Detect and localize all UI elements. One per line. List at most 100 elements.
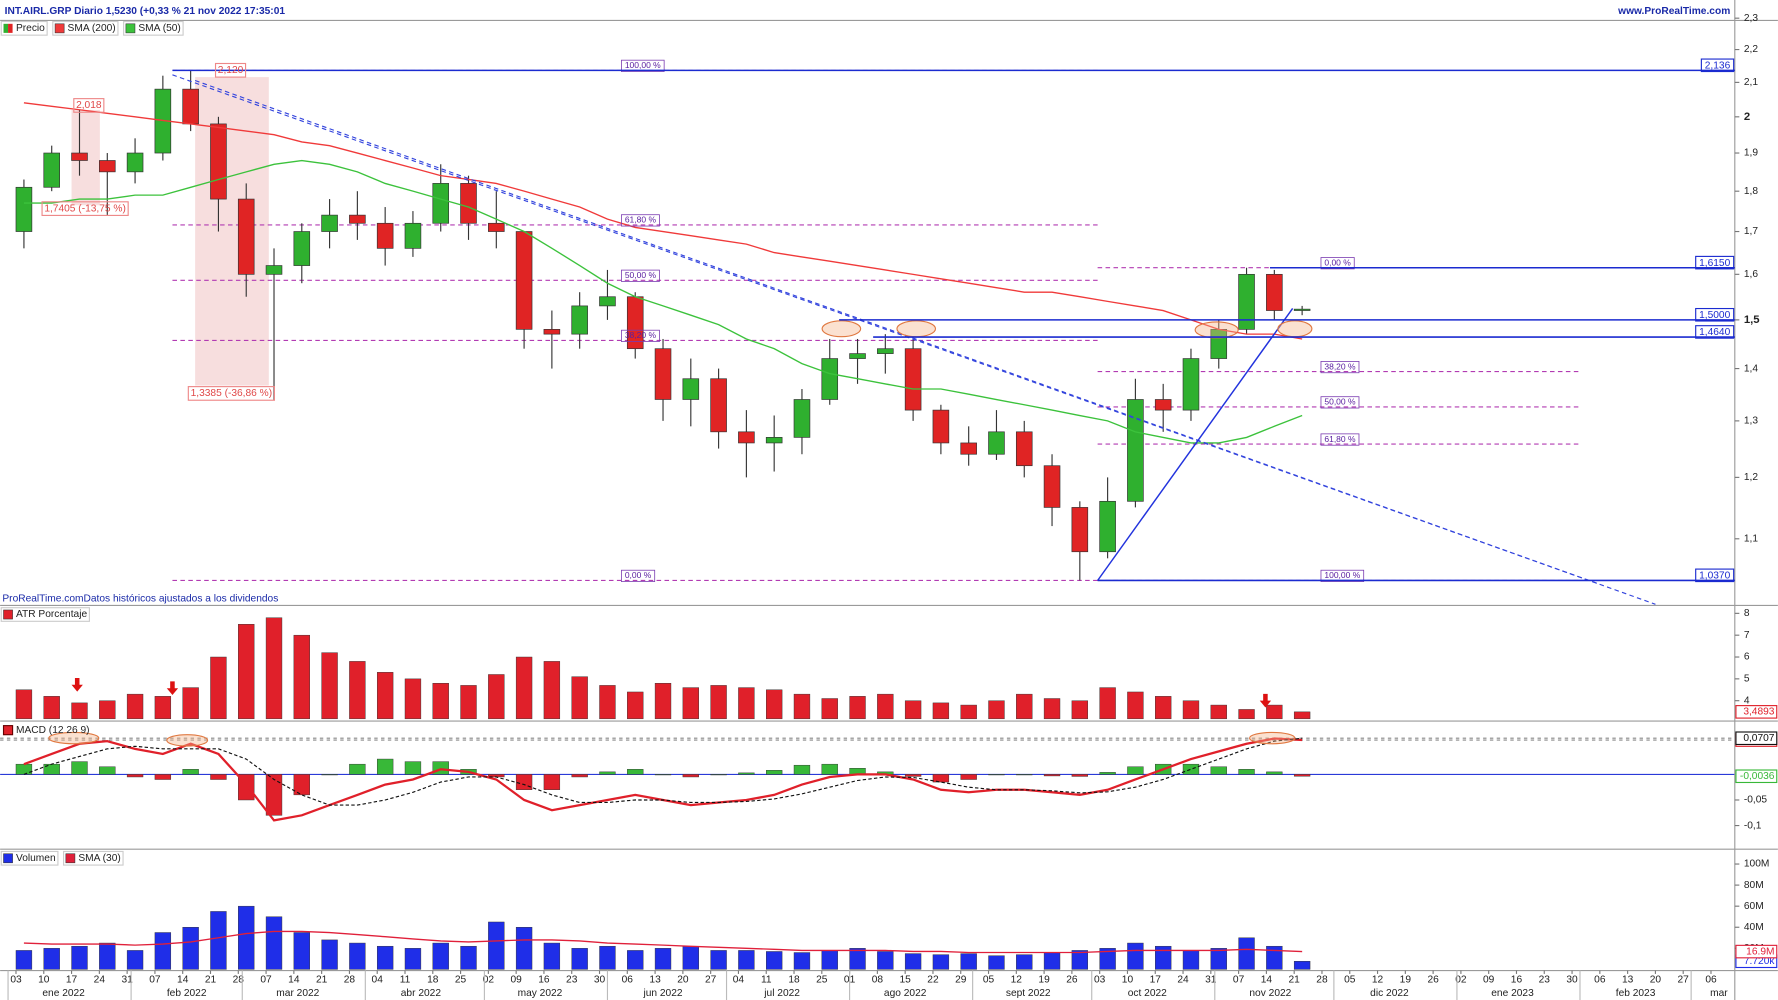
y-tick-label: 1,4 (1744, 363, 1758, 374)
bar (710, 685, 727, 720)
x-tick-label: 02 (1455, 974, 1467, 985)
y-tick-label: 80M (1744, 880, 1764, 891)
bar (1182, 950, 1200, 970)
bar (682, 774, 699, 778)
website: www.ProRealTime.com (1617, 6, 1730, 17)
legend-frame (63, 850, 124, 866)
x-tick-label: 18 (788, 974, 800, 985)
bar (849, 948, 866, 970)
bar (488, 921, 505, 970)
bar (766, 951, 783, 970)
candle-body (15, 186, 33, 232)
bar (849, 696, 866, 720)
x-tick-label: 30 (594, 974, 606, 985)
bar (1127, 942, 1144, 970)
legend-frame (123, 20, 184, 36)
y-tick-label: 2,1 (1744, 77, 1758, 88)
x-tick-label: 16 (538, 974, 550, 985)
chart-title: INT.AIRL.GRP Diario 1,5230 (+0,33 % 21 n… (5, 6, 286, 17)
bar (293, 774, 310, 796)
bar (515, 774, 533, 790)
bar (293, 634, 310, 720)
bar (793, 764, 811, 775)
month-label: may 2022 (518, 988, 563, 999)
bar (376, 672, 394, 720)
y-tick-label: 1,3 (1744, 416, 1758, 427)
plot-layer (0, 69, 1735, 970)
x-tick-label: 26 (1066, 974, 1078, 985)
x-tick-label: 11 (761, 974, 772, 985)
bar (99, 700, 116, 720)
month-label: jun 2022 (642, 988, 682, 999)
candle-body (571, 305, 588, 335)
bar (1099, 687, 1116, 720)
bar (15, 689, 33, 720)
bar (515, 656, 533, 720)
annotation: 1,3385 (-36,86 %) (191, 388, 273, 399)
bar (1016, 954, 1033, 970)
fib-label-box (621, 59, 665, 72)
x-tick-label: 25 (455, 974, 467, 985)
bar (1127, 766, 1144, 775)
candle-body (1182, 358, 1200, 411)
line (23, 102, 1303, 340)
source-note: ProRealTime.comDatos históricos ajustado… (2, 593, 278, 604)
candle-body (349, 214, 366, 224)
y-tick-label: 1,8 (1744, 186, 1758, 197)
bar (1210, 948, 1227, 970)
x-tick-label: 06 (622, 974, 634, 985)
legend-swatch (65, 853, 76, 864)
bar (904, 953, 922, 970)
bar (182, 927, 199, 970)
range-highlight (195, 77, 269, 386)
bar (293, 932, 310, 970)
x-tick-label: 24 (94, 974, 106, 985)
bar (71, 702, 88, 720)
y-tick-label: 1,5 (1744, 314, 1760, 326)
last-value-box (1735, 944, 1778, 959)
month-label: ene 2023 (1491, 988, 1534, 999)
legend-frame (0, 850, 59, 866)
legend-label: ATR Porcentaje (16, 609, 87, 620)
month-label: feb 2022 (167, 988, 207, 999)
candle-body (765, 437, 783, 444)
candle-body (1099, 500, 1116, 553)
bar (738, 772, 755, 775)
x-tick-label: 11 (400, 974, 411, 985)
x-tick-label: 08 (872, 974, 884, 985)
highlight-ellipse (1194, 321, 1239, 339)
legend-frame (52, 20, 119, 36)
highlight-ellipse (821, 320, 862, 338)
last-value-box (1735, 705, 1778, 719)
candle-body (404, 222, 422, 249)
line (23, 930, 1303, 954)
bar (682, 945, 699, 970)
bar (571, 948, 588, 970)
candle-body (543, 329, 561, 335)
bar (238, 624, 255, 720)
x-tick-label: 14 (1261, 974, 1273, 985)
bar (932, 774, 950, 783)
fib-label-box (1320, 396, 1360, 409)
x-tick-label: 28 (233, 974, 245, 985)
legend-swatch (3, 609, 13, 620)
bar (793, 952, 811, 970)
bar (599, 685, 616, 720)
bar (1293, 711, 1311, 720)
bar (210, 774, 227, 780)
bar (710, 774, 727, 776)
x-tick-label: 12 (1372, 974, 1384, 985)
x-tick-label: 17 (66, 974, 78, 985)
bar (1099, 772, 1116, 775)
bar (126, 950, 144, 970)
candle-body (1127, 399, 1144, 502)
highlight-layer (0, 77, 1735, 741)
x-tick-label: 27 (1678, 974, 1690, 985)
highlight-ellipse (48, 731, 100, 745)
x-tick-label: 05 (1344, 974, 1356, 985)
bar (1182, 700, 1200, 720)
fib-label-box (621, 269, 660, 282)
bar (1099, 948, 1116, 970)
level-label: 1,4640 (1699, 327, 1730, 338)
bar (238, 905, 255, 970)
